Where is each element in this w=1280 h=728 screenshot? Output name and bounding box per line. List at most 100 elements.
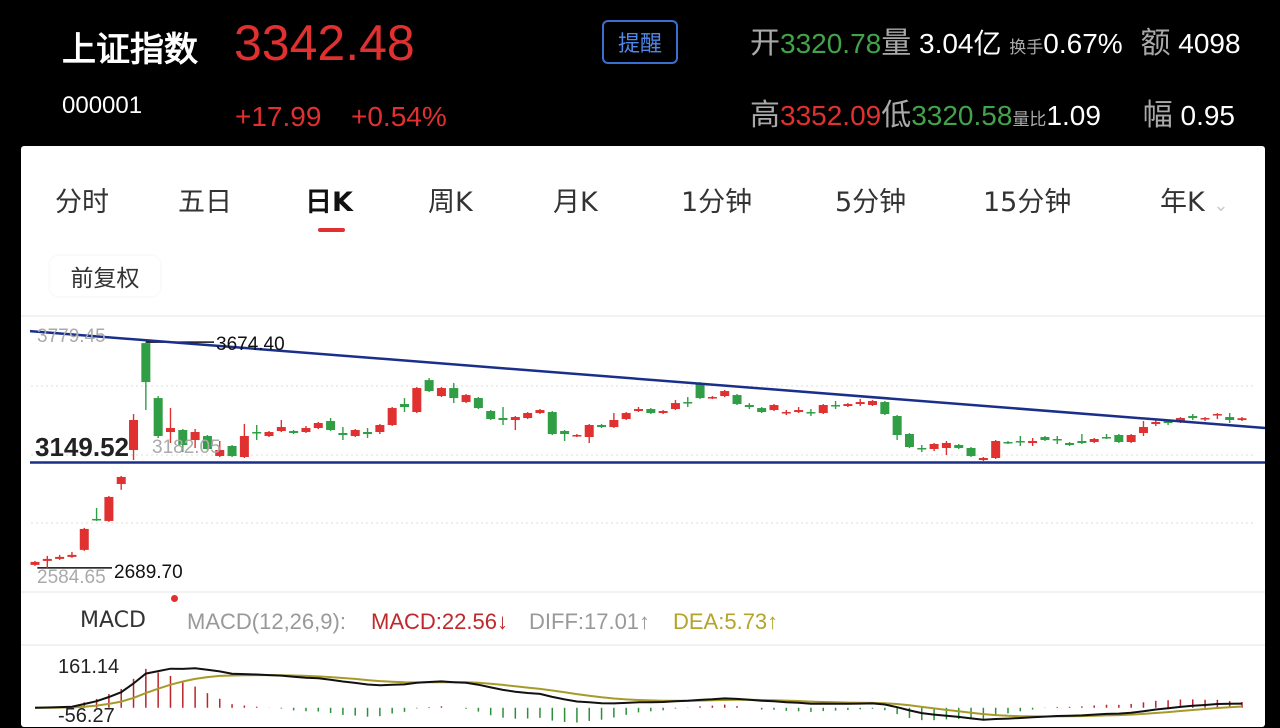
- diff-line: [34, 667, 1243, 721]
- candle-body: [363, 432, 373, 435]
- stats-row-1: 开3320.78量 3.04亿 换手0.67% 额 4098: [750, 18, 1241, 62]
- candle-body: [67, 554, 77, 557]
- candle-body: [868, 401, 878, 406]
- candle-body: [350, 430, 360, 437]
- tab-intraday[interactable]: 分时: [55, 187, 109, 218]
- candle-body: [584, 425, 594, 438]
- candle-body: [153, 398, 163, 437]
- candle-body: [1175, 418, 1185, 423]
- amount-label: 额: [1140, 27, 1171, 60]
- candle-body: [855, 402, 865, 405]
- tab-monthly-k[interactable]: 月K: [553, 187, 598, 218]
- candle-body: [670, 403, 680, 410]
- dea-value: DEA:5.73↑: [673, 609, 779, 634]
- candle-body: [165, 428, 175, 433]
- alert-button[interactable]: 提醒: [602, 20, 678, 64]
- tab-five-day[interactable]: 五日: [178, 187, 232, 218]
- candle-body: [30, 561, 40, 565]
- candle-body: [609, 420, 619, 428]
- high-value: 3352.09: [780, 100, 882, 131]
- candle-body: [695, 384, 705, 399]
- tab-yearly-k-label: 年K: [1160, 187, 1205, 218]
- candle-body: [707, 397, 717, 399]
- candle-body: [276, 427, 286, 432]
- notification-dot: [171, 595, 178, 602]
- adjust-button[interactable]: 前复权: [50, 256, 160, 296]
- indicator-tab-macd[interactable]: MACD: [80, 608, 146, 633]
- candle-body: [1151, 422, 1161, 425]
- candle-body: [806, 412, 816, 414]
- candle-body: [1237, 418, 1247, 421]
- candle-body: [621, 413, 631, 420]
- current-price: 3342.48: [234, 15, 415, 71]
- volume-label: 量: [881, 27, 912, 60]
- candle-body: [535, 410, 545, 414]
- open-value: 3320.78: [780, 28, 882, 59]
- candle-body: [597, 425, 607, 428]
- macd-bottom-label: -56.27: [58, 705, 115, 727]
- candle-body: [1065, 442, 1075, 446]
- candle-body: [412, 388, 422, 413]
- candle-body: [1200, 418, 1210, 420]
- candle-body: [978, 457, 988, 460]
- vol-ratio-value: 1.09: [1046, 100, 1101, 131]
- candle-body: [1163, 421, 1173, 424]
- candle-body: [461, 395, 471, 402]
- candle-body: [757, 408, 767, 413]
- high-label: 高: [750, 99, 780, 132]
- candle-body: [794, 410, 804, 413]
- candle-body: [375, 425, 385, 433]
- candle-body: [523, 413, 533, 419]
- y-axis-bottom-label: 2584.65: [37, 567, 106, 588]
- y-axis-mid-label: 3182.05: [152, 437, 221, 458]
- tab-15min[interactable]: 15分钟: [983, 187, 1072, 218]
- diff-value: DIFF:17.01↑: [529, 609, 651, 634]
- candle-body: [289, 431, 299, 433]
- turnover-label: 换手: [1009, 38, 1044, 57]
- candle-body: [1003, 441, 1013, 444]
- candle-body: [436, 388, 446, 397]
- tab-yearly-k[interactable]: 年K ⌄: [1160, 180, 1228, 219]
- min-price-marker: 2689.70: [114, 562, 183, 583]
- candle-body: [338, 432, 348, 436]
- macd-value: MACD:22.56↓: [371, 609, 508, 634]
- candle-body: [831, 405, 841, 407]
- candle-body: [904, 434, 914, 447]
- candle-body: [387, 408, 397, 426]
- candle-body: [79, 528, 89, 550]
- candle-body: [560, 431, 570, 435]
- active-tab-indicator: [318, 228, 345, 232]
- amplitude-value: 0.95: [1180, 100, 1236, 131]
- chevron-down-icon: ⌄: [1213, 195, 1229, 216]
- candle-body: [116, 476, 126, 484]
- candle-body: [720, 391, 730, 397]
- candle-body: [178, 430, 188, 446]
- candle-body: [42, 558, 52, 561]
- tab-weekly-k[interactable]: 周K: [428, 187, 473, 218]
- stats-row-2: 高3352.09低3320.58量比1.09 幅 0.95: [750, 90, 1235, 134]
- tab-5min[interactable]: 5分钟: [835, 187, 907, 218]
- candle-body: [732, 395, 742, 405]
- max-price-marker: 3674.40: [216, 334, 285, 355]
- candle-body: [264, 432, 274, 437]
- amount-value: 4098: [1178, 28, 1241, 59]
- candle-body: [880, 402, 890, 415]
- candle-body: [1077, 440, 1087, 443]
- macd-top-label: 161.14: [58, 656, 120, 678]
- candle-body: [769, 405, 779, 411]
- candle-body: [498, 418, 508, 421]
- tab-daily-k[interactable]: 日K: [305, 187, 353, 218]
- candle-body: [129, 420, 139, 451]
- candle-body: [1138, 427, 1148, 433]
- candle-body: [843, 404, 853, 407]
- candle-body: [917, 448, 927, 450]
- support-line-label: 3149.52: [35, 432, 129, 462]
- candle-body: [1052, 439, 1062, 441]
- turnover-value: 0.67%: [1043, 28, 1123, 59]
- candle-body: [92, 518, 102, 521]
- candle-body: [449, 388, 459, 399]
- trendline-resistance: [29, 329, 1266, 430]
- candle-body: [313, 423, 323, 429]
- tab-1min[interactable]: 1分钟: [681, 187, 753, 218]
